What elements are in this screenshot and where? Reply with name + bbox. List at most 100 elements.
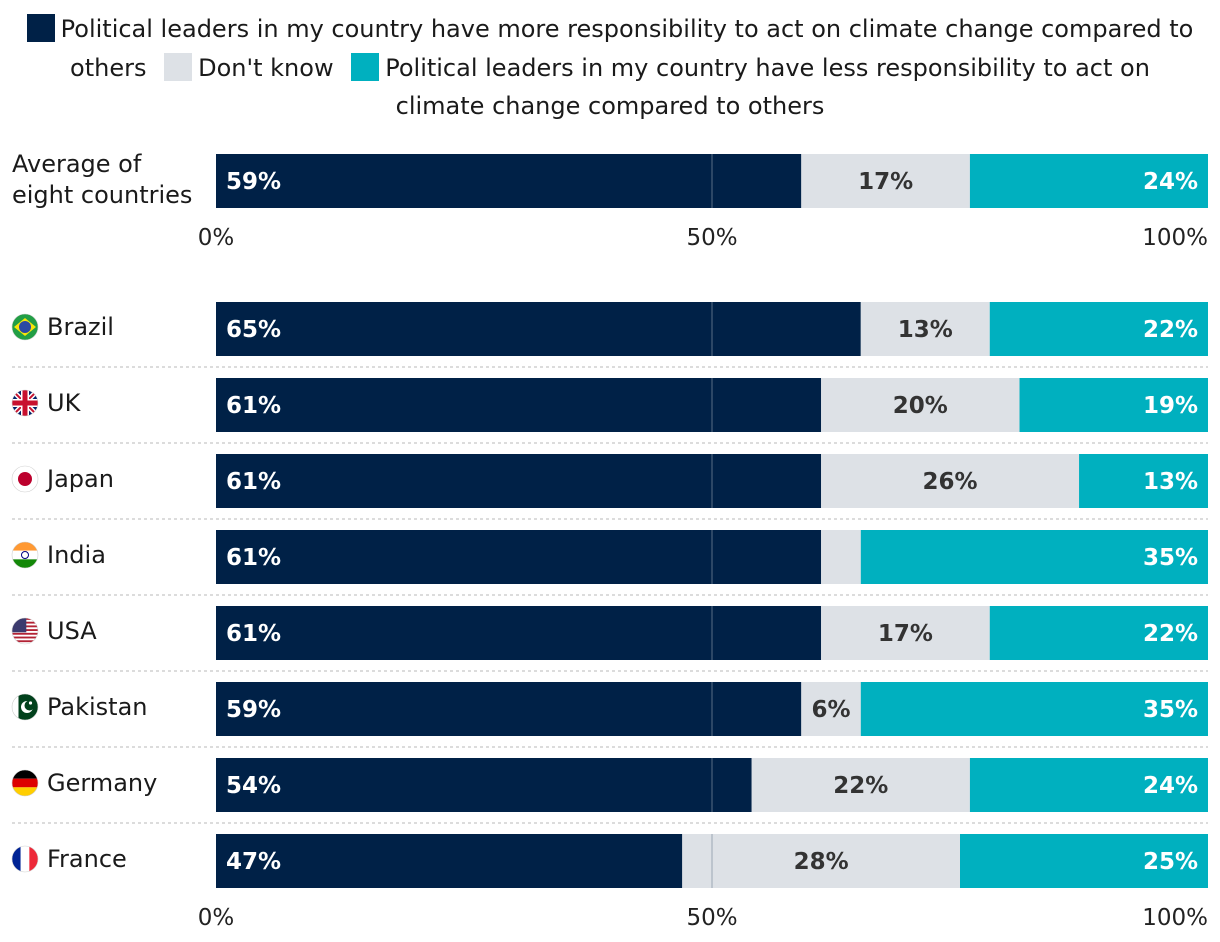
flag-body [12, 694, 38, 720]
tick-label: 0% [198, 225, 235, 251]
data-label-more: 59% [226, 169, 281, 195]
flag-band [12, 787, 38, 796]
japan-flag-icon [11, 465, 39, 493]
bar-segment-less [1079, 454, 1208, 508]
bar-segment-dontknow [860, 302, 990, 356]
flag-band [20, 846, 30, 872]
flag-band [12, 770, 38, 779]
data-label-dontknow: 26% [923, 469, 978, 495]
bar-row-5: 59% 6% 35% [216, 682, 1208, 736]
category-label: USA [47, 617, 97, 645]
bar-segment-dontknow [682, 834, 960, 888]
flag-outline [11, 617, 39, 645]
flag-band [29, 846, 38, 872]
flag-stripe [12, 636, 38, 639]
bar-row-1: 61% 20% 19% [216, 378, 1208, 432]
data-label-less: 35% [1143, 697, 1198, 723]
data-label-less: 24% [1143, 773, 1198, 799]
data-label-dontknow: 17% [878, 621, 933, 647]
data-label-less: 35% [1143, 545, 1198, 571]
flag-chakra [21, 551, 29, 559]
tick-label: 50% [686, 905, 737, 931]
flag-band [12, 542, 38, 551]
category-label: India [47, 541, 106, 569]
data-label-dontknow: 6% [812, 697, 851, 723]
legend-item-less: Political leaders in my country have les… [341, 52, 1150, 121]
data-label-less: 22% [1143, 317, 1198, 343]
bar-segment-more [216, 606, 822, 660]
flag-body [12, 618, 38, 643]
bar-segment-less [1019, 378, 1208, 432]
data-label-dontknow: 20% [893, 393, 948, 419]
flag-globe [19, 321, 31, 333]
chart-legend: Political leaders in my country have mor… [24, 10, 1196, 126]
bar-segment-less [989, 606, 1208, 660]
legend-item-more: Political leaders in my country have mor… [26, 14, 1193, 82]
flag-band [12, 559, 38, 568]
category-label-line: Average of [12, 150, 142, 178]
bar-segment-dontknow [801, 682, 861, 736]
bar-segment-less [860, 530, 1208, 584]
bar-row-2: 61% 26% 13% [216, 454, 1208, 508]
bar-row-6: 54% 22% 24% [216, 758, 1208, 812]
data-label-more: 61% [226, 469, 281, 495]
data-label-dontknow: 28% [794, 849, 849, 875]
flag-band [12, 846, 21, 872]
data-label-more: 54% [226, 773, 281, 799]
bar-segment-dontknow [821, 378, 1020, 432]
category-label: France [47, 845, 127, 873]
bar-row-summary-0: 59% 17% 24% [216, 154, 1208, 208]
data-label-dontknow: 22% [833, 773, 888, 799]
data-label-dontknow: 17% [858, 169, 913, 195]
data-label-more: 61% [226, 621, 281, 647]
bar-segment-more [216, 834, 683, 888]
flag-canton [12, 618, 27, 633]
pakistan-flag-icon [11, 693, 39, 721]
flag-stripe [12, 632, 38, 635]
category-label: Germany [47, 769, 157, 797]
category-label: Japan [45, 465, 114, 493]
flag-body [12, 770, 38, 796]
flag-sun [18, 472, 32, 486]
data-label-more: 61% [226, 545, 281, 571]
tick-label: 100% [1142, 225, 1208, 251]
flag-outline [11, 389, 39, 417]
bar-segment-more [216, 530, 822, 584]
bar-segment-more [216, 682, 802, 736]
bar-segment-less [989, 302, 1208, 356]
data-label-less: 22% [1143, 621, 1198, 647]
flag-stripe [12, 640, 38, 643]
flag-body [12, 314, 38, 340]
legend-swatch-less [351, 52, 380, 81]
bar-segment-less [860, 682, 1208, 736]
flag-hoist [12, 694, 19, 720]
flag-body [12, 846, 38, 872]
flag-band [12, 778, 38, 788]
flag-outline [11, 541, 39, 569]
legend-swatch-dontknow [164, 52, 193, 81]
flag-outline [11, 845, 39, 873]
legend-item-dontknow: Don't know [154, 52, 334, 82]
brazil-flag-icon [11, 313, 39, 341]
data-label-less: 13% [1143, 469, 1198, 495]
flag-star [28, 701, 33, 705]
data-label-more: 47% [226, 849, 281, 875]
data-label-more: 59% [226, 697, 281, 723]
legend-label-less: Political leaders in my country have les… [385, 53, 1150, 121]
tick-label: 100% [1142, 905, 1208, 931]
bar-segment-dontknow [821, 606, 990, 660]
data-label-dontknow: 13% [898, 317, 953, 343]
flag-band [12, 550, 38, 560]
bar-segment-dontknow [821, 454, 1080, 508]
flag-outline [11, 313, 39, 341]
bar-segment-dontknow [821, 530, 861, 584]
india-flag-icon [11, 541, 39, 569]
bar-segment-more [216, 154, 802, 208]
usa-flag-icon [11, 617, 39, 645]
category-label: Pakistan [47, 693, 148, 721]
flag-body [12, 542, 38, 568]
data-label-less: 19% [1143, 393, 1198, 419]
category-label-line: eight countries [12, 181, 192, 209]
france-flag-icon [11, 845, 39, 873]
